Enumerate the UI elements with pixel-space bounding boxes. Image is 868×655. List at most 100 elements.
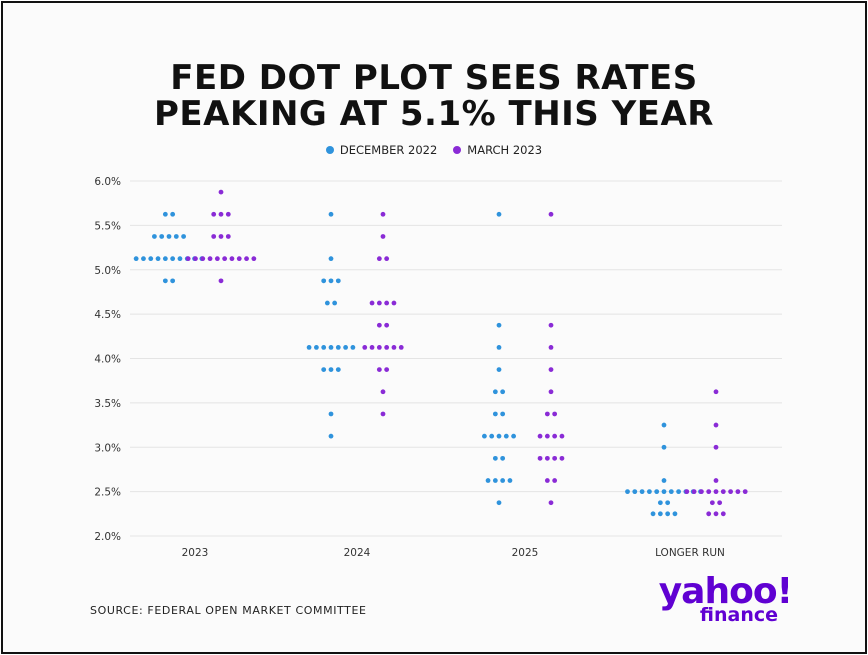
data-point [720, 489, 726, 495]
data-point [350, 345, 356, 350]
data-point [225, 211, 231, 217]
logo-line-1: yahoo! [658, 571, 793, 612]
logo-line-2: finance [699, 604, 778, 626]
data-point [141, 256, 146, 262]
data-point [335, 345, 341, 350]
data-point [684, 489, 690, 495]
data-point [544, 478, 550, 483]
data-point [706, 489, 712, 495]
data-point [552, 478, 558, 483]
data-point [709, 500, 715, 506]
data-point [218, 278, 224, 284]
yahoo-finance-logo: yahoo! finance [652, 571, 793, 626]
data-point [332, 300, 338, 306]
x-tick-label: LONGER RUN [655, 547, 725, 559]
data-point [548, 500, 554, 506]
data-point [552, 433, 558, 439]
data-point [162, 211, 168, 217]
data-point [713, 389, 719, 395]
legend-dot-march-2023 [453, 146, 462, 154]
data-point [720, 511, 726, 517]
data-point [244, 256, 249, 262]
data-point [229, 256, 235, 262]
data-point [657, 500, 663, 506]
data-point [328, 345, 334, 350]
data-point [324, 300, 330, 306]
data-point [548, 322, 554, 328]
data-point [500, 389, 506, 395]
y-tick-label: 5.0% [94, 265, 121, 277]
source-note: SOURCE: FEDERAL OPEN MARKET COMMITTEE [90, 604, 367, 617]
data-point [369, 300, 375, 306]
data-point [225, 234, 231, 239]
data-point [211, 211, 217, 217]
chart-title: FED DOT PLOT SEES RATES PEAKING AT 5.1% … [0, 60, 868, 132]
legend-item-december-2022: DECEMBER 2022 [325, 143, 437, 157]
data-point [384, 367, 390, 372]
data-point [496, 322, 502, 328]
data-point [668, 489, 674, 495]
data-point [328, 278, 334, 284]
chart-title-line-2: PEAKING AT 5.1% THIS YEAR [154, 94, 714, 134]
data-point [548, 389, 554, 395]
data-point [148, 256, 154, 262]
data-point [548, 367, 554, 372]
data-point [559, 433, 565, 439]
data-point [742, 489, 748, 495]
data-point [166, 234, 172, 239]
data-point [170, 211, 176, 217]
data-point [162, 278, 168, 284]
data-point [713, 444, 719, 450]
data-point [314, 345, 319, 350]
data-point [328, 411, 334, 417]
y-tick-label: 4.5% [94, 309, 121, 321]
y-tick-label: 3.5% [94, 398, 121, 410]
data-point [384, 256, 390, 262]
data-point [376, 300, 382, 306]
data-point [170, 278, 176, 284]
data-point [211, 234, 217, 239]
data-point [500, 455, 506, 461]
data-point [214, 256, 220, 262]
data-point [661, 444, 667, 450]
data-point [328, 433, 334, 439]
data-point [496, 211, 502, 217]
data-point [639, 489, 645, 495]
data-point [647, 489, 652, 495]
data-point [335, 367, 341, 372]
data-point [181, 234, 187, 239]
data-point [728, 489, 733, 495]
data-point [321, 278, 327, 284]
data-point [218, 211, 224, 217]
data-point [537, 433, 543, 439]
data-point [657, 511, 663, 517]
data-point [251, 256, 257, 262]
data-point [380, 389, 386, 395]
x-tick-label: 2023 [182, 547, 209, 559]
data-point [492, 478, 498, 483]
y-tick-label: 5.5% [94, 220, 121, 232]
y-tick-label: 2.5% [94, 487, 121, 499]
data-point [544, 455, 550, 461]
data-point [155, 256, 161, 262]
data-point [306, 345, 312, 350]
data-point [328, 211, 334, 217]
chart-title-line-1: FED DOT PLOT SEES RATES [170, 58, 698, 98]
data-point [661, 422, 667, 428]
data-point [376, 367, 382, 372]
data-point [380, 234, 386, 239]
data-point [185, 256, 191, 262]
data-point [496, 345, 502, 350]
data-point [321, 367, 327, 372]
x-tick-label: 2024 [344, 547, 371, 559]
data-point [676, 489, 681, 495]
data-point [548, 345, 554, 350]
data-point [706, 511, 712, 517]
data-point [362, 345, 368, 350]
data-point [625, 489, 630, 495]
data-point [552, 411, 558, 417]
data-point [552, 455, 558, 461]
y-tick-label: 6.0% [94, 176, 121, 188]
data-point [133, 256, 139, 262]
